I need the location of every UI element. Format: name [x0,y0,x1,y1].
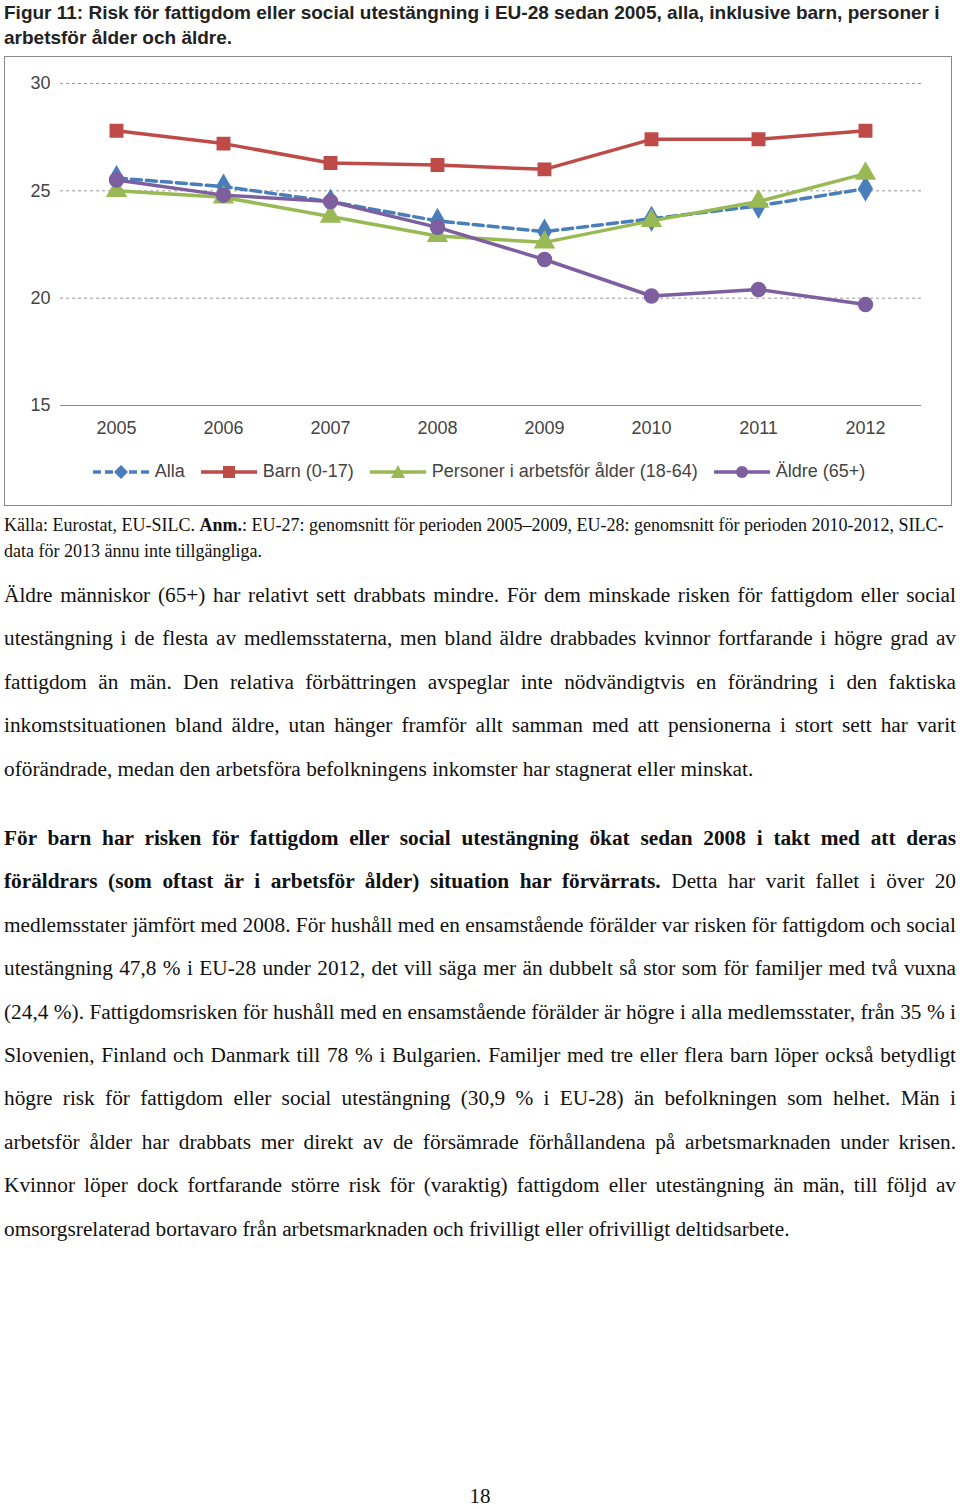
svg-text:30: 30 [30,73,50,93]
svg-text:15: 15 [30,395,50,415]
svg-text:2010: 2010 [631,418,671,438]
svg-text:2007: 2007 [310,418,350,438]
html-text:För barn har risken för fattig: För barn har risken för fattigdom eller … [4,826,956,1241]
html-text:Alla: Alla [154,461,185,481]
html-text:Källa: Eurostat, EU-SILC. Anm.: Källa: Eurostat, EU-SILC. Anm.: EU-27: g… [4,515,944,561]
svg-text:2005: 2005 [96,418,136,438]
html-text:18: 18 [469,1484,491,1508]
svg-text:2012: 2012 [845,418,885,438]
html-text:Äldre människor (65+) har rela: Äldre människor (65+) har relativt sett … [4,583,956,781]
svg-text:2008: 2008 [417,418,457,438]
svg-text:20: 20 [30,288,50,308]
html-text:Figur 11: Risk för fattigdom e: Figur 11: Risk för fattigdom eller socia… [4,2,940,48]
svg-text:25: 25 [30,181,50,201]
html-text:Äldre (65+): Äldre (65+) [775,461,866,481]
svg-text:2006: 2006 [203,418,243,438]
html-text:Barn (0-17): Barn (0-17) [262,461,354,481]
svg-text:2011: 2011 [739,418,778,438]
html-text:Personer i arbetsför ålder (18: Personer i arbetsför ålder (18-64) [431,461,698,481]
svg-text:2009: 2009 [524,418,564,438]
